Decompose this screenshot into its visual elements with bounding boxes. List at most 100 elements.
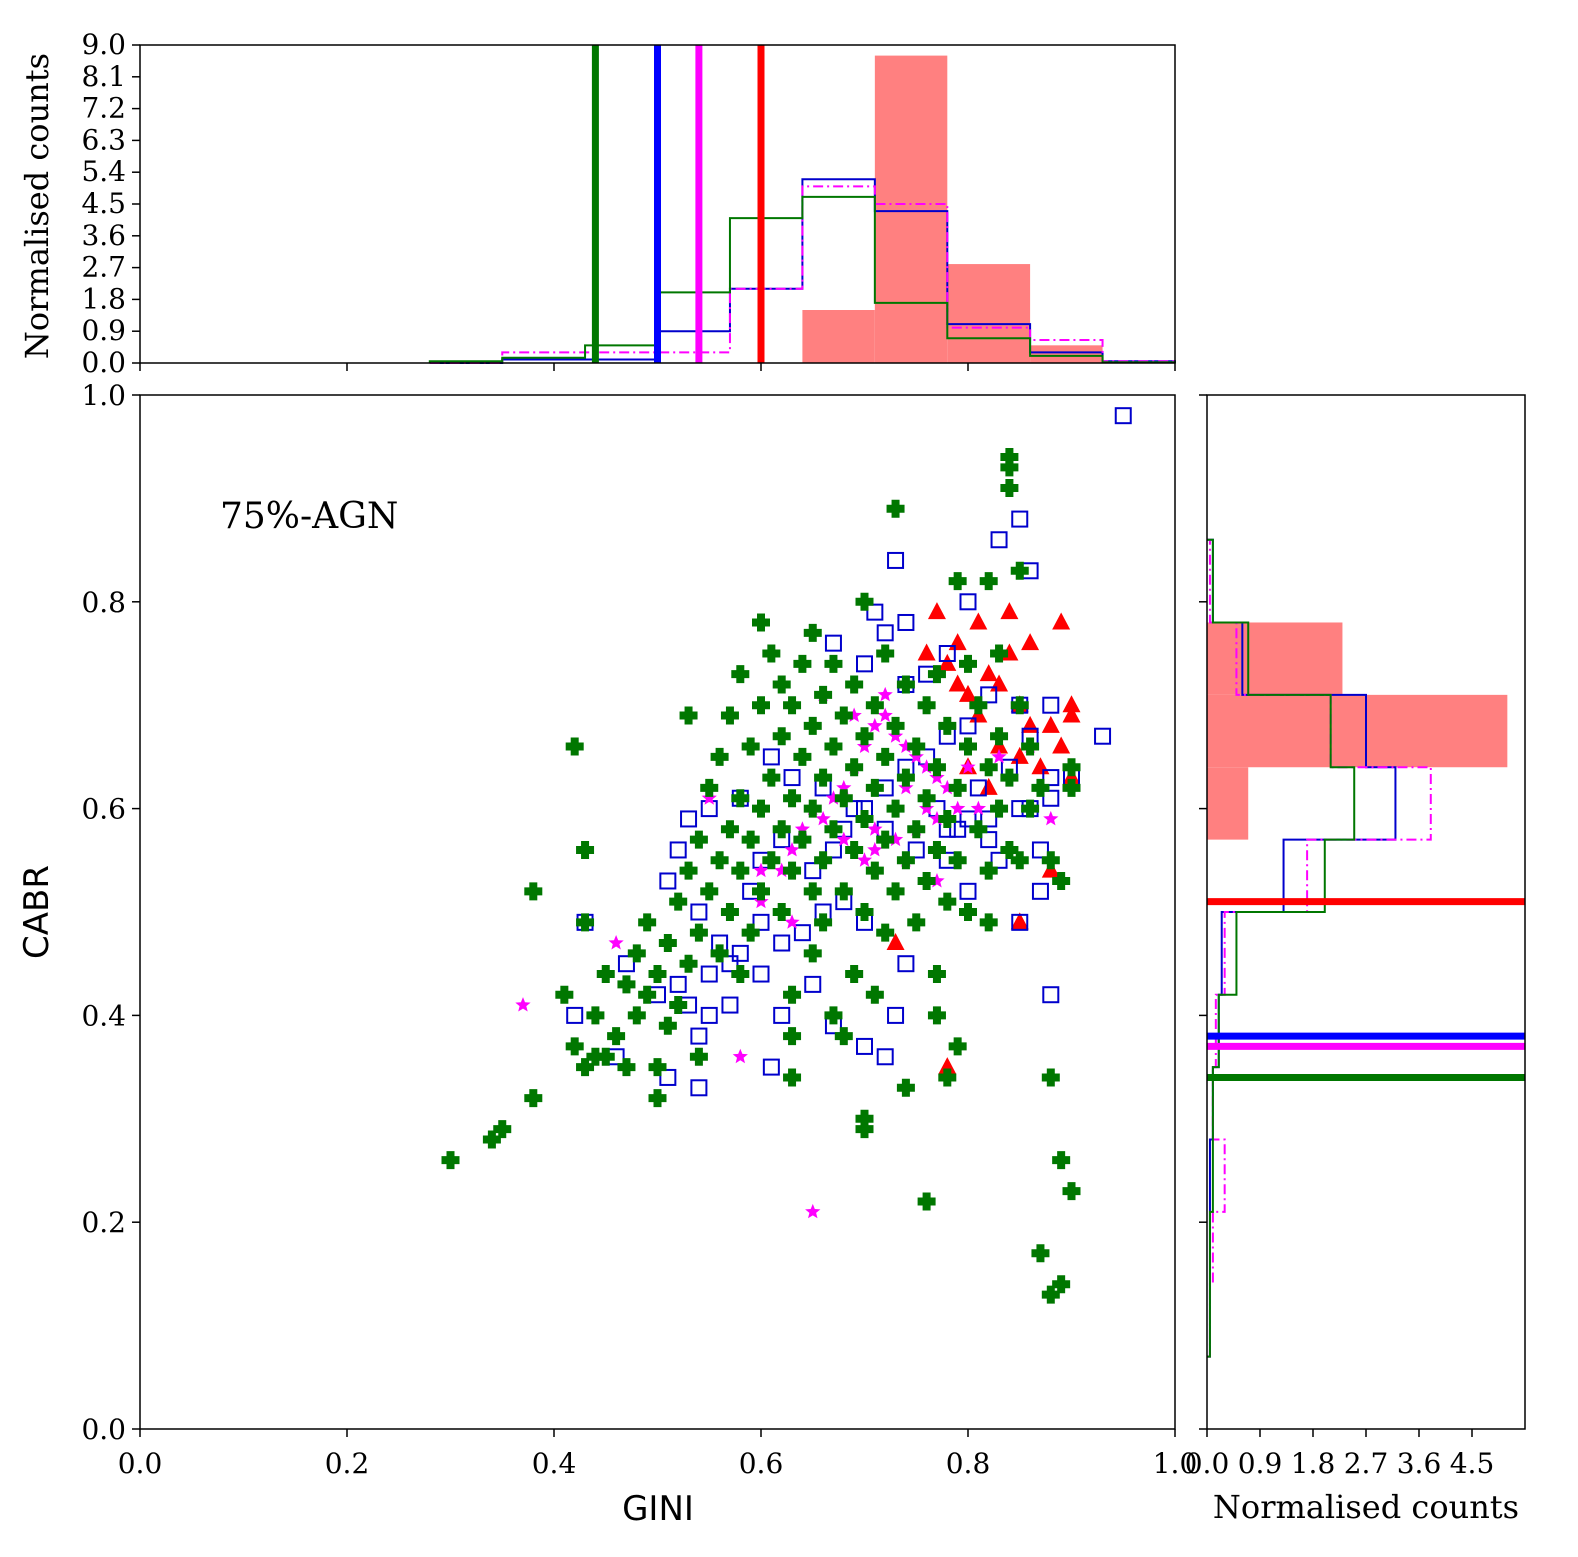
plus-point — [1021, 799, 1040, 818]
square-point — [1031, 841, 1049, 859]
plus-point — [783, 1068, 802, 1087]
plus-point — [720, 903, 739, 921]
plus-point — [1062, 778, 1081, 797]
main-frame — [139, 394, 1176, 1430]
plus-point — [1021, 737, 1040, 756]
triangle-point — [959, 684, 977, 702]
square-point — [617, 955, 635, 973]
star-point — [867, 717, 883, 733]
plus-point — [710, 944, 729, 963]
plus-point — [1052, 1151, 1071, 1170]
top-y-tick-label: 4.5 — [81, 187, 126, 220]
top-hist-bar — [874, 55, 948, 363]
plus-point — [658, 934, 677, 953]
square-point — [752, 965, 770, 983]
plus-point — [441, 1151, 460, 1170]
star-point — [701, 790, 717, 805]
plus-point — [855, 1109, 874, 1128]
square-point — [845, 800, 863, 818]
plus-point — [855, 903, 874, 921]
plus-point — [1010, 696, 1029, 715]
square-point — [659, 1068, 677, 1086]
plus-point — [886, 716, 905, 735]
right-x-tick-label: 1.8 — [1291, 1447, 1336, 1480]
plus-point — [752, 613, 770, 632]
square-point — [980, 810, 998, 828]
triangle-point — [1052, 736, 1071, 754]
triangle-point — [917, 643, 936, 661]
plus-point — [865, 985, 884, 1004]
right-histogram: 0.0 0.9 1.8 2.7 3.6 4.5 Normalised counts — [1185, 394, 1526, 1526]
square-point — [721, 996, 739, 1014]
right-hist-frame — [1206, 394, 1526, 1430]
plus-point — [1010, 851, 1029, 870]
plus-point — [1052, 871, 1071, 890]
right-x-tick-label: 0.9 — [1238, 1447, 1283, 1480]
square-point — [659, 872, 677, 890]
square-point — [566, 1006, 584, 1024]
plus-point — [845, 965, 864, 984]
plus-point — [948, 851, 967, 870]
square-point — [752, 913, 770, 931]
star-point — [856, 738, 873, 753]
plus-point — [824, 654, 843, 673]
square-point — [959, 593, 977, 611]
right-hist-xticks: 0.0 0.9 1.8 2.7 3.6 4.5 — [1185, 1429, 1494, 1480]
star-point — [784, 842, 800, 857]
right-hist-xlabel: Normalised counts — [1213, 1488, 1519, 1526]
plus-point — [834, 882, 853, 901]
plus-point — [803, 716, 822, 735]
star-point — [867, 842, 883, 857]
plus-point — [576, 913, 595, 932]
plus-point — [938, 892, 957, 911]
square-point — [856, 655, 873, 673]
triangle-point — [1000, 602, 1019, 620]
plus-point — [907, 913, 926, 932]
star-point — [960, 759, 976, 774]
triangle-point — [969, 612, 988, 630]
y-tick-label: 0.8 — [81, 586, 126, 619]
plus-point — [865, 696, 884, 715]
triangle-point — [1041, 715, 1060, 733]
star-point — [856, 852, 873, 867]
star-point — [867, 821, 883, 836]
square-point — [990, 851, 1008, 869]
square-point — [804, 862, 822, 880]
plus-point — [679, 706, 698, 725]
plus-point — [938, 809, 957, 828]
plus-point — [948, 1037, 967, 1056]
triangle-point — [1062, 695, 1081, 713]
square-point — [887, 1006, 905, 1024]
plus-point — [917, 871, 936, 890]
plus-point — [917, 789, 936, 808]
star-point — [805, 1203, 821, 1219]
x-tick-label: 0.0 — [118, 1447, 163, 1480]
plus-point — [638, 913, 657, 932]
plus-point — [1031, 1244, 1050, 1263]
plus-point — [752, 696, 770, 715]
plus-point — [679, 954, 698, 973]
plus-point — [793, 747, 812, 766]
top-histogram: 0.00.91.82.73.64.55.46.37.28.19.0 Normal… — [18, 28, 1176, 379]
right-x-tick-label: 3.6 — [1397, 1447, 1442, 1480]
right-x-tick-label: 0.0 — [1185, 1447, 1230, 1480]
plus-point — [700, 778, 719, 797]
plus-point — [979, 572, 998, 591]
plus-point — [607, 1027, 626, 1046]
star-point — [898, 738, 914, 753]
plus-point — [731, 789, 750, 808]
star-point — [825, 790, 842, 805]
square-point — [959, 810, 977, 828]
plus-point — [876, 644, 895, 663]
star-point — [991, 748, 1007, 764]
plus-point — [824, 1006, 843, 1025]
scatter-points — [441, 407, 1132, 1304]
y-tick-label: 0.6 — [81, 793, 126, 826]
plus-point — [524, 1089, 543, 1108]
plus-point — [886, 882, 905, 901]
x-tick-label: 0.2 — [325, 1447, 370, 1480]
plus-point — [814, 851, 833, 870]
plus-point — [1000, 768, 1019, 787]
plus-point — [990, 799, 1009, 818]
plus-point — [731, 965, 750, 984]
